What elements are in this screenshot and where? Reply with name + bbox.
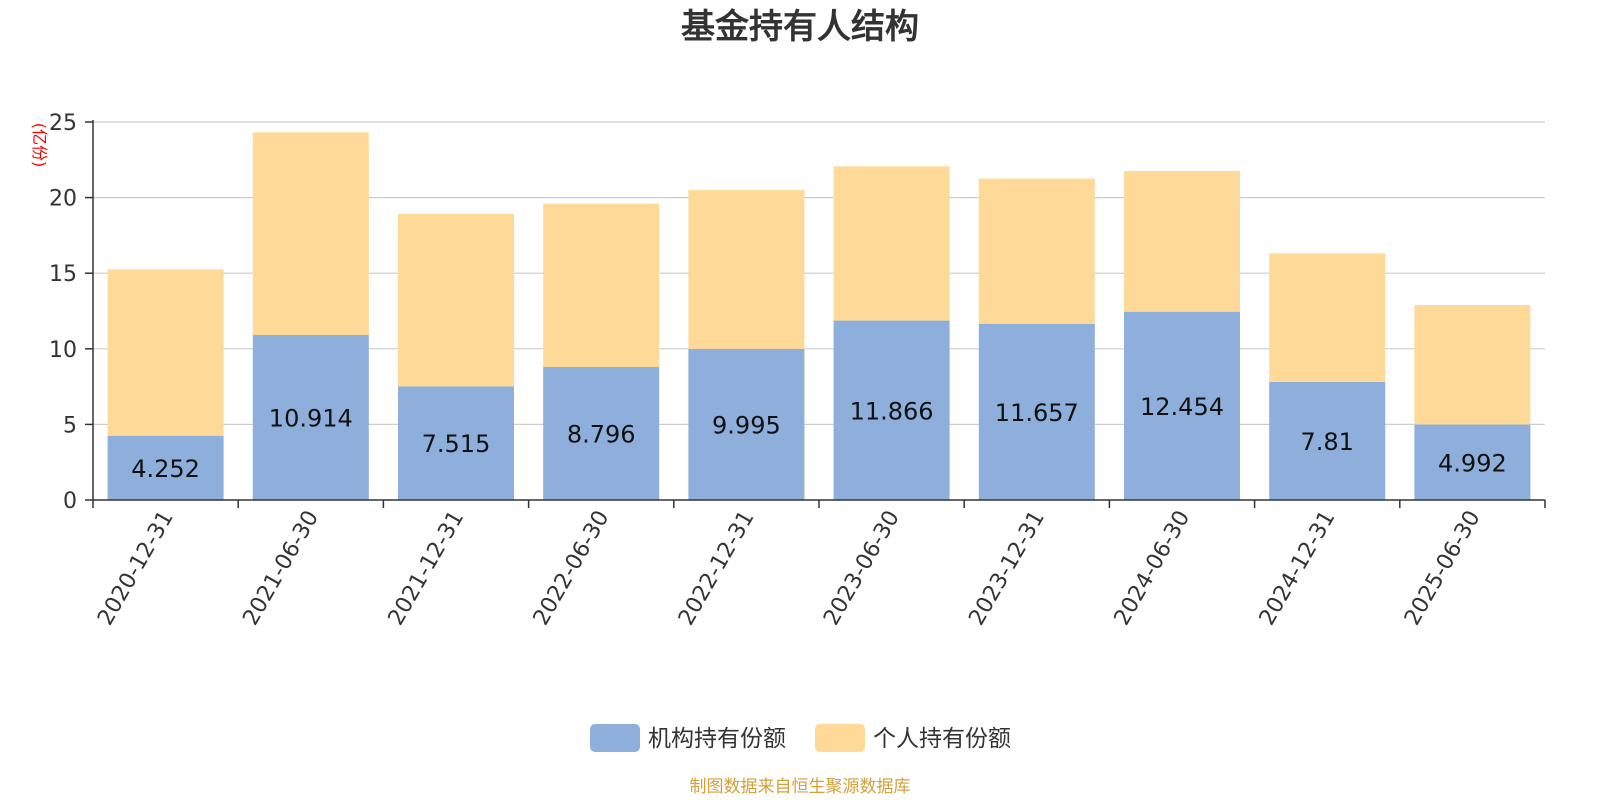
data-label-2022-12-31: 9.995 bbox=[712, 411, 781, 439]
data-label-2021-12-31: 7.515 bbox=[422, 430, 491, 458]
x-tick-label-2020-12-31: 2020-12-31 bbox=[93, 507, 179, 630]
data-source-note: 制图数据来自恒生聚源数据库 bbox=[690, 777, 911, 797]
data-label-2024-06-30: 12.454 bbox=[1140, 393, 1224, 421]
bar-individual-2023-12-31 bbox=[978, 178, 1095, 324]
x-tick-label-2023-06-30: 2023-06-30 bbox=[819, 507, 905, 630]
legend-swatch-individual[interactable] bbox=[815, 724, 865, 752]
data-label-2020-12-31: 4.252 bbox=[131, 455, 200, 483]
y-tick-label-15: 15 bbox=[49, 262, 77, 287]
bar-individual-2020-12-31 bbox=[107, 269, 224, 436]
x-tick-label-2022-12-31: 2022-12-31 bbox=[674, 507, 760, 630]
bar-individual-2021-06-30 bbox=[252, 132, 369, 335]
x-tick-label-2023-12-31: 2023-12-31 bbox=[964, 507, 1050, 630]
y-tick-label-20: 20 bbox=[49, 187, 77, 212]
legend: 机构持有份额 个人持有份额 bbox=[590, 724, 1011, 752]
data-label-2023-06-30: 11.866 bbox=[850, 397, 934, 425]
x-tick-label-2024-12-31: 2024-12-31 bbox=[1255, 507, 1341, 630]
bar-individual-2025-06-30 bbox=[1414, 305, 1531, 425]
legend-swatch-institutional[interactable] bbox=[590, 724, 640, 752]
x-tick-label-2025-06-30: 2025-06-30 bbox=[1400, 507, 1486, 630]
chart-title: 基金持有人结构 bbox=[681, 7, 919, 47]
bar-institutional-2025-06-30 bbox=[1414, 424, 1531, 500]
bar-individual-2022-06-30 bbox=[543, 203, 660, 368]
x-tick-label-2021-12-31: 2021-12-31 bbox=[384, 507, 470, 630]
bar-individual-2024-12-31 bbox=[1269, 253, 1386, 382]
bar-individual-2022-12-31 bbox=[688, 190, 805, 349]
x-tick-label-2024-06-30: 2024-06-30 bbox=[1110, 507, 1196, 630]
x-tick-label-2022-06-30: 2022-06-30 bbox=[529, 507, 615, 630]
bar-individual-2021-12-31 bbox=[398, 214, 514, 387]
bar-institutional-2024-12-31 bbox=[1269, 381, 1386, 500]
data-label-2021-06-30: 10.914 bbox=[269, 404, 353, 432]
bar-institutional-2022-06-30 bbox=[543, 367, 660, 500]
data-label-2024-12-31: 7.81 bbox=[1300, 428, 1353, 456]
bar-institutional-2023-12-31 bbox=[978, 323, 1095, 500]
bar-institutional-2022-12-31 bbox=[688, 348, 805, 500]
bar-individual-2024-06-30 bbox=[1124, 171, 1240, 312]
bar-institutional-2023-06-30 bbox=[833, 320, 950, 500]
data-label-2022-06-30: 8.796 bbox=[567, 421, 636, 449]
y-tick-label-25: 25 bbox=[49, 111, 77, 136]
y-tick-label-0: 0 bbox=[63, 489, 77, 514]
bars bbox=[107, 132, 1531, 500]
y-tick-label-10: 10 bbox=[49, 338, 77, 363]
bar-institutional-2020-12-31 bbox=[107, 435, 224, 500]
bar-institutional-2024-06-30 bbox=[1124, 311, 1240, 500]
y-unit-label: (亿份) bbox=[30, 123, 49, 168]
bar-individual-2023-06-30 bbox=[833, 166, 950, 321]
y-tick-label-5: 5 bbox=[63, 413, 77, 438]
bar-institutional-2021-12-31 bbox=[398, 386, 514, 500]
bar-institutional-2021-06-30 bbox=[252, 334, 369, 500]
x-tick-label-2021-06-30: 2021-06-30 bbox=[238, 507, 324, 630]
legend-label-institutional[interactable]: 机构持有份额 bbox=[648, 726, 786, 752]
data-label-2023-12-31: 11.657 bbox=[995, 399, 1079, 427]
legend-label-individual[interactable]: 个人持有份额 bbox=[873, 726, 1011, 752]
data-labels: 4.252 10.914 7.515 8.796 9.995 11.866 11.657 12… bbox=[131, 393, 1507, 483]
data-label-2025-06-30: 4.992 bbox=[1438, 449, 1507, 477]
